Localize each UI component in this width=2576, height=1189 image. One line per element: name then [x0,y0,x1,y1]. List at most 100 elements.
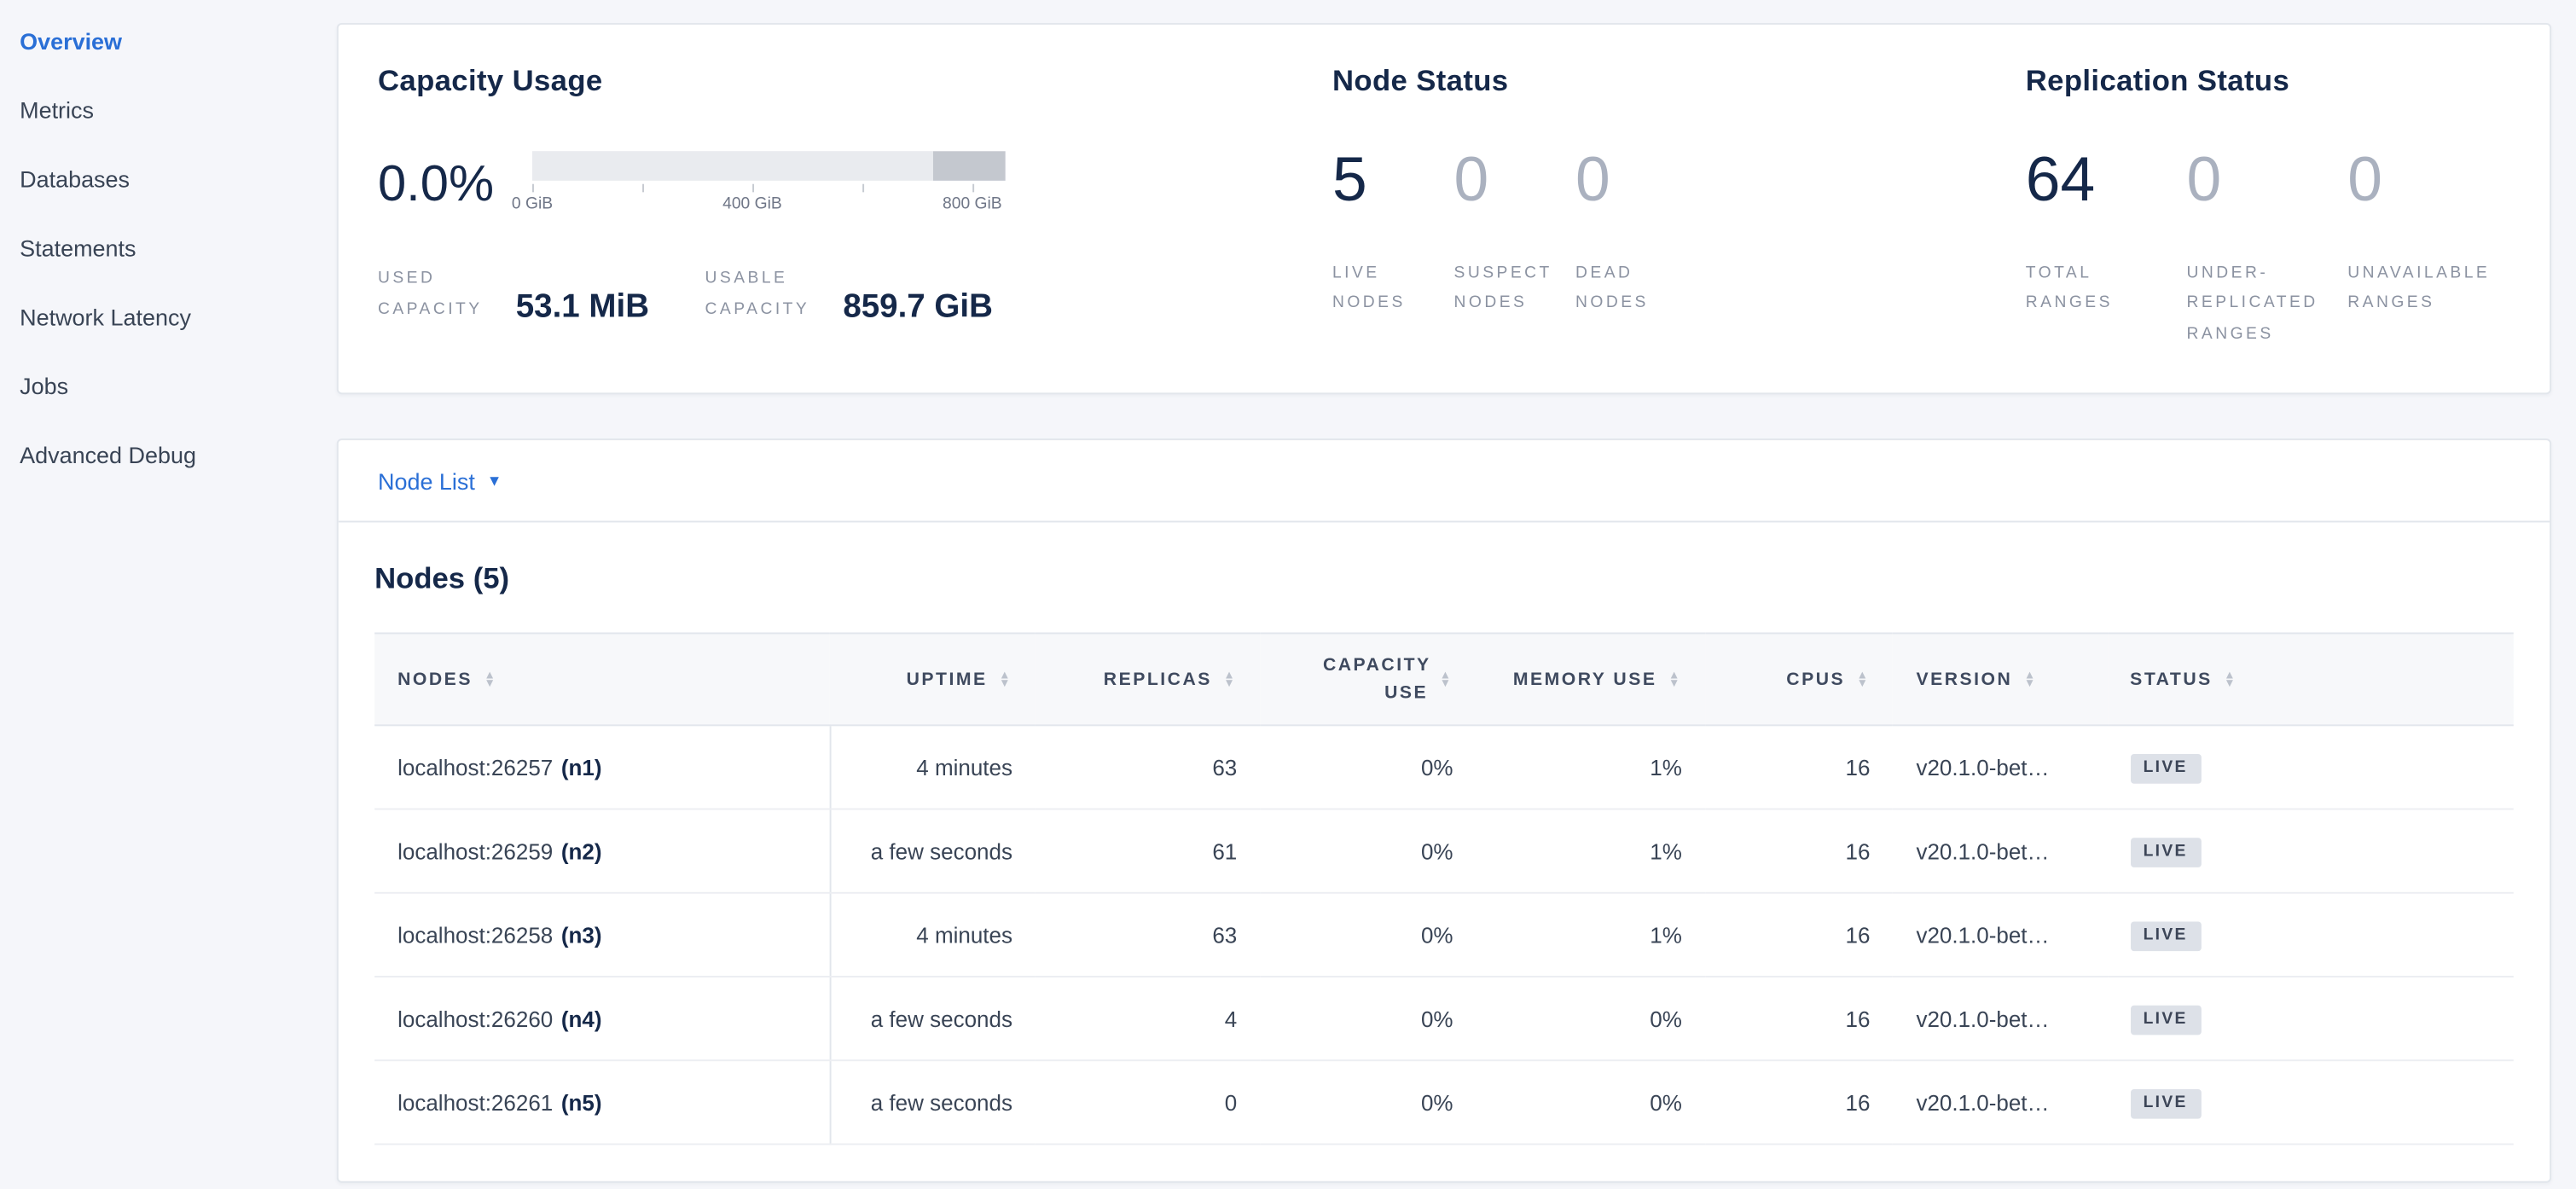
version-cell: v20.1.0-bet… [1893,725,2108,810]
usable-capacity-stat: USABLE CAPACITY 859.7 GiB [705,264,993,325]
sidebar-item-network-latency[interactable]: Network Latency [20,304,191,331]
column-label: MEMORY USE [1512,669,1657,689]
usable-capacity-value: 859.7 GiB [843,288,993,326]
capacity-usage-row: 0.0% 0 GiB 400 GiB 800 GiB [378,151,1332,215]
table-row[interactable]: localhost:26257 (n1) 4 minutes 63 0% 1% 1… [374,725,2514,810]
stat-suspect-nodes: 0 SUSPECT NODES [1453,147,1576,320]
column-header-nodes[interactable]: NODES ▲ ▼ [374,632,831,727]
node-name-cell[interactable]: localhost:26260 (n4) [374,977,832,1062]
version-cell: v20.1.0-bet… [1893,1060,2108,1146]
status-cell: LIVE [2107,809,2514,894]
sort-icon[interactable]: ▲ ▼ [1439,669,1453,689]
memory-use-cell: 0% [1476,977,1705,1062]
stat-label: DEAD NODES [1575,264,1649,313]
column-header-replicas[interactable]: REPLICAS ▲ ▼ [1035,632,1261,727]
status-cell: LIVE [2107,977,2514,1062]
node-name-cell[interactable]: localhost:26259 (n2) [374,809,832,894]
node-name-cell[interactable]: localhost:26257 (n1) [374,725,832,810]
stat-total-ranges: 64 TOTAL RANGES [2025,146,2187,350]
replication-status-section: Replication Status 64 TOTAL RANGES 0 UND… [2026,64,2510,346]
cpus-cell: 16 [1704,977,1894,1062]
column-header-capacity-use[interactable]: CAPACITY USE ▲ ▼ [1260,632,1477,727]
stat-value: 0 [2186,146,2222,216]
status-badge: LIVE [2130,753,2202,783]
cluster-summary-card: Capacity Usage 0.0% 0 GiB 400 GiB 800 Gi… [336,22,2552,395]
sort-icon[interactable]: ▲ ▼ [999,669,1012,689]
capacity-axis-labels: 0 GiB 400 GiB 800 GiB [512,192,1006,215]
stat-label: UNAVAILABLE RANGES [2347,264,2491,313]
memory-use-cell: 1% [1476,725,1705,810]
memory-use-cell: 1% [1476,892,1705,977]
capacity-axis-ticks [532,181,1006,193]
replicas-cell: 63 [1035,725,1261,810]
node-status-stats: 5 LIVE NODES 0 SUSPECT NODES 0 DEAD NODE… [1332,146,2026,320]
column-label: NODES [397,669,473,689]
sort-icon[interactable]: ▲ ▼ [1668,669,1682,689]
table-row[interactable]: localhost:26260 (n4) a few seconds 4 0% 0… [374,977,2514,1062]
capacity-use-cell: 0% [1260,892,1477,977]
node-list-dropdown[interactable]: Node List ▾ [378,467,499,494]
replicas-cell: 4 [1035,977,1261,1062]
sort-icon[interactable]: ▲ ▼ [2224,669,2238,689]
sidebar-item-metrics[interactable]: Metrics [20,96,95,124]
column-label: REPLICAS [1103,669,1212,689]
column-label: UPTIME [906,669,988,689]
stat-dead-nodes: 0 DEAD NODES [1575,147,1697,320]
table-row[interactable]: localhost:26259 (n2) a few seconds 61 0% … [374,809,2514,894]
sidebar-item-advanced-debug[interactable]: Advanced Debug [20,442,197,468]
status-cell: LIVE [2107,1060,2514,1146]
sidebar-item-jobs[interactable]: Jobs [20,373,69,400]
memory-use-cell: 1% [1476,809,1705,894]
sort-icon[interactable]: ▲ ▼ [1223,669,1238,689]
usable-capacity-label: USABLE CAPACITY [705,269,810,318]
sidebar-item-databases[interactable]: Databases [20,165,131,193]
status-cell: LIVE [2107,725,2514,810]
sidebar-nav: Overview Metrics Databases Statements Ne… [0,7,317,490]
replication-status-stats: 64 TOTAL RANGES 0 UNDER-REPLICATED RANGE… [2025,146,2510,350]
column-label: CPUS [1786,669,1846,689]
column-header-memory-use[interactable]: MEMORY USE ▲ ▼ [1476,632,1705,727]
sort-icon[interactable]: ▲ ▼ [1856,669,1871,689]
sort-icon[interactable]: ▲ ▼ [484,669,498,689]
version-cell: v20.1.0-bet… [1893,892,2108,977]
column-header-status[interactable]: STATUS ▲ ▼ [2107,632,2514,727]
axis-label: 800 GiB [943,195,1002,214]
used-capacity-stat: USED CAPACITY 53.1 MiB [378,264,649,325]
stat-value: 5 [1332,146,1367,216]
used-capacity-value: 53.1 MiB [515,288,650,326]
stat-under-replicated-ranges: 0 UNDER-REPLICATED RANGES [2186,146,2348,350]
capacity-use-cell: 0% [1260,809,1477,894]
column-header-version[interactable]: VERSION ▲ ▼ [1893,632,2108,727]
cpus-cell: 16 [1704,809,1894,894]
node-name-cell[interactable]: localhost:26261 (n5) [374,1060,832,1146]
stat-value: 0 [2347,146,2382,216]
main-content: Capacity Usage 0.0% 0 GiB 400 GiB 800 Gi… [317,0,2576,1189]
stat-unavailable-ranges: 0 UNAVAILABLE RANGES [2347,146,2509,350]
stat-value: 64 [2025,146,2096,216]
capacity-percent: 0.0% [377,154,495,212]
capacity-usage-title: Capacity Usage [377,64,603,97]
status-badge: LIVE [2130,1004,2202,1035]
capacity-bar-chart: 0 GiB 400 GiB 800 GiB [512,151,1006,215]
table-row[interactable]: localhost:26258 (n3) 4 minutes 63 0% 1% 1… [374,892,2514,977]
column-label: CAPACITY USE [1322,655,1431,703]
memory-use-cell: 0% [1476,1060,1705,1146]
capacity-stats: USED CAPACITY 53.1 MiB USABLE CAPACITY 8… [378,264,1332,325]
stat-label: SUSPECT NODES [1453,264,1552,313]
sidebar-item-statements[interactable]: Statements [20,235,136,262]
cpus-cell: 16 [1704,1060,1894,1146]
sidebar-item-overview[interactable]: Overview [20,27,123,55]
version-cell: v20.1.0-bet… [1893,809,2108,894]
status-badge: LIVE [2130,1088,2202,1118]
table-row[interactable]: localhost:26261 (n5) a few seconds 0 0% 0… [374,1060,2514,1146]
chevron-down-icon: ▾ [490,471,499,491]
column-label: STATUS [2130,669,2213,689]
status-cell: LIVE [2107,892,2514,977]
column-header-uptime[interactable]: UPTIME ▲ ▼ [830,632,1036,727]
sort-icon[interactable]: ▲ ▼ [2023,669,2038,689]
node-name-cell[interactable]: localhost:26258 (n3) [374,892,832,977]
capacity-use-cell: 0% [1260,1060,1477,1146]
sidebar: Overview Metrics Databases Statements Ne… [0,0,317,1189]
column-header-cpus[interactable]: CPUS ▲ ▼ [1704,632,1894,727]
